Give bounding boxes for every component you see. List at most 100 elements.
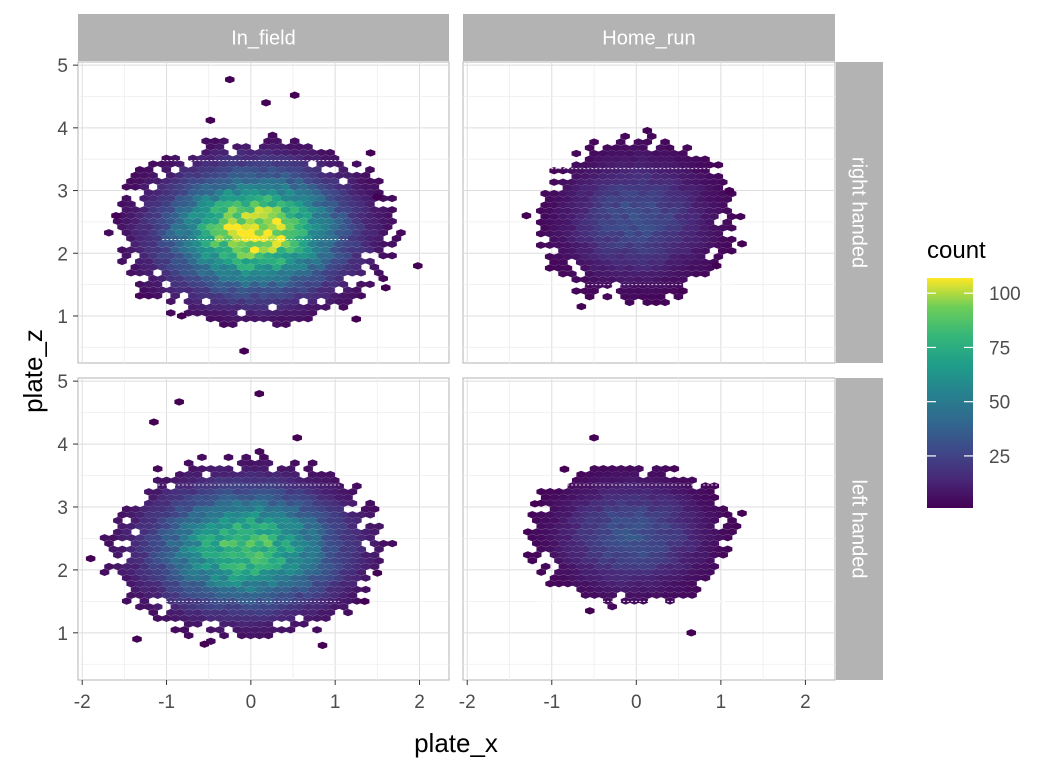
hex-bin [298,206,309,214]
hex-bin [161,488,172,496]
hex-bin [281,562,291,571]
hex-bin [620,178,630,186]
hex-bin [347,557,358,565]
hex-bin [228,551,238,559]
hex-bin [197,580,207,588]
hex-bin [615,275,626,284]
hex-bin [593,178,604,186]
hex-bin [646,247,657,255]
hex-bin [567,562,578,571]
hex-bin [227,286,238,294]
hex-bin [682,562,693,571]
hex-bin [152,580,163,588]
hex-bin [130,505,141,513]
hex-bin [705,545,715,553]
hex-bin [152,511,163,519]
hex-bin [338,534,349,542]
hex-bin [330,534,340,542]
hex-bin [289,263,300,271]
hex-bin [593,281,604,289]
hex-bin [294,511,305,519]
hex-bin [575,235,586,244]
hex-bin [312,188,322,197]
hex-bin [241,314,251,323]
hex-bin [316,206,327,214]
hex-bin-outlier [737,240,747,248]
hex-bin [170,188,180,197]
hex-bin [139,551,150,559]
hex-bin [625,465,635,473]
hex-bin [121,206,132,214]
hex-bin [571,184,582,192]
hex-bin [267,166,278,174]
hex-bin [669,207,679,215]
hex-bin [267,292,278,300]
hex-bin [718,178,728,186]
hex-bin [536,241,546,249]
hex-bin [237,493,247,502]
hex-bin [553,264,564,272]
hex-bin [687,545,697,553]
hex-bin [161,246,172,254]
hex-bin [241,292,251,300]
hex-bin [179,545,189,554]
hex-bin [329,200,340,208]
hex-bin [330,476,340,485]
hex-bin [179,200,189,208]
hex-bin [607,241,617,249]
hex-bin [175,574,185,582]
hex-bin [316,562,327,571]
hex-bin [646,212,657,221]
hex-bin [646,270,657,278]
hex-bin [259,534,269,542]
hex-bin [620,505,631,513]
hex-bin [241,234,251,243]
hex-bin-outlier [199,640,210,648]
hex-bin [298,229,309,237]
hex-bin [241,522,251,531]
hex-bin [316,539,327,548]
hex-bin [135,257,145,266]
hex-bin [607,230,617,238]
hex-bin [558,201,568,209]
hex-bin [228,620,238,628]
hex-bin [166,286,176,294]
hex-bin [620,155,630,163]
hex-bin [673,235,684,244]
hex-bin [343,171,353,180]
hex-bin [633,252,644,261]
hex-bin [665,493,675,502]
hex-bin [615,149,626,158]
hex-bin [250,280,260,288]
hex-bin [320,257,331,266]
hex-bin [607,275,617,284]
hex-bin [665,539,675,548]
hex-bin [674,539,684,548]
hex-bin [567,493,578,502]
hex-bin [307,459,318,467]
hex-bin [276,188,287,197]
hex-bin [575,201,586,209]
hex-bin [343,183,353,191]
hex-bin [598,275,608,284]
hex-bin [170,280,180,288]
hex-bin [580,241,590,249]
hex-bin [352,551,362,559]
hex-bin [210,171,220,180]
hex-bin [272,183,282,191]
hex-bin [620,281,630,289]
hex-bin [563,579,573,588]
hex-bin [651,568,662,576]
hex-bin [700,539,711,548]
hex-bin [656,470,666,479]
hex-bin [307,148,318,157]
hex-bin [139,286,149,294]
hex-bin [656,528,666,536]
strip-background [78,14,449,61]
hex-bin [206,614,216,622]
hex-bin [329,223,340,231]
hex-bin [290,620,300,628]
hex-bin [580,264,590,272]
hex-bin [307,194,318,203]
